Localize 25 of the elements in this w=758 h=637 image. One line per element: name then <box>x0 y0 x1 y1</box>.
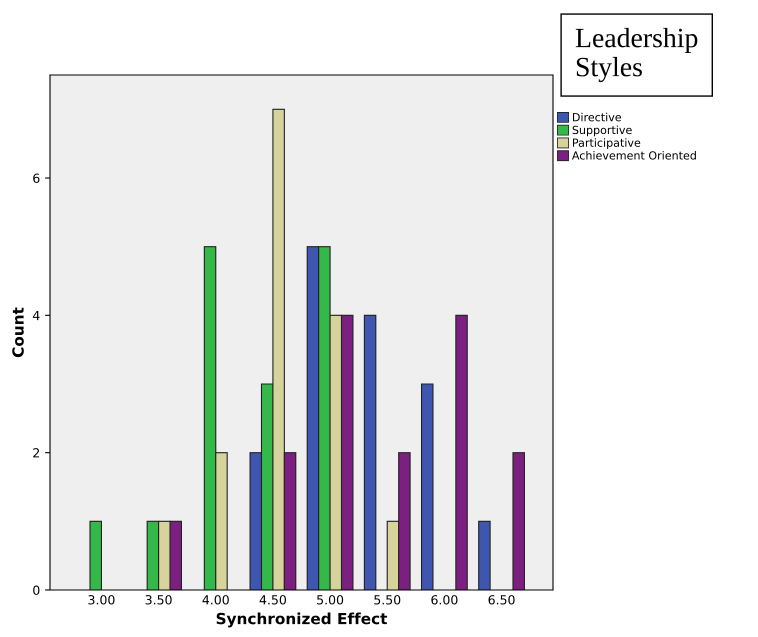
y-axis-title: Count <box>12 307 24 358</box>
bar <box>420 383 434 590</box>
bar <box>478 520 491 590</box>
x-tick-label: 3.50 <box>146 595 172 605</box>
legend-title: Leadership Styles <box>576 28 698 82</box>
y-tick-label: 4 <box>32 310 40 320</box>
bar <box>89 520 102 590</box>
y-tick-label: 6 <box>33 173 40 183</box>
legend-label: Supportive <box>572 126 632 136</box>
bar <box>455 314 468 590</box>
legend-label: Achievement Oriented <box>572 151 696 160</box>
y-tick-label: 2 <box>33 448 40 458</box>
bar <box>512 452 525 590</box>
x-tick-label: 3.00 <box>88 595 115 605</box>
x-tick-label: 4.50 <box>260 595 286 605</box>
legend-label: Directive <box>572 112 622 122</box>
y-tick-label: 0 <box>33 585 40 595</box>
x-axis-title: Synchronized Effect <box>216 612 388 628</box>
legend-label: Participative <box>572 138 640 150</box>
x-tick-label: 6.50 <box>488 595 515 605</box>
bar <box>364 314 376 590</box>
x-tick-label: 6.00 <box>431 595 458 605</box>
x-tick-label: 4.00 <box>202 595 229 605</box>
x-tick-label: 5.00 <box>317 595 344 605</box>
x-tick-label: 5.50 <box>374 595 400 605</box>
